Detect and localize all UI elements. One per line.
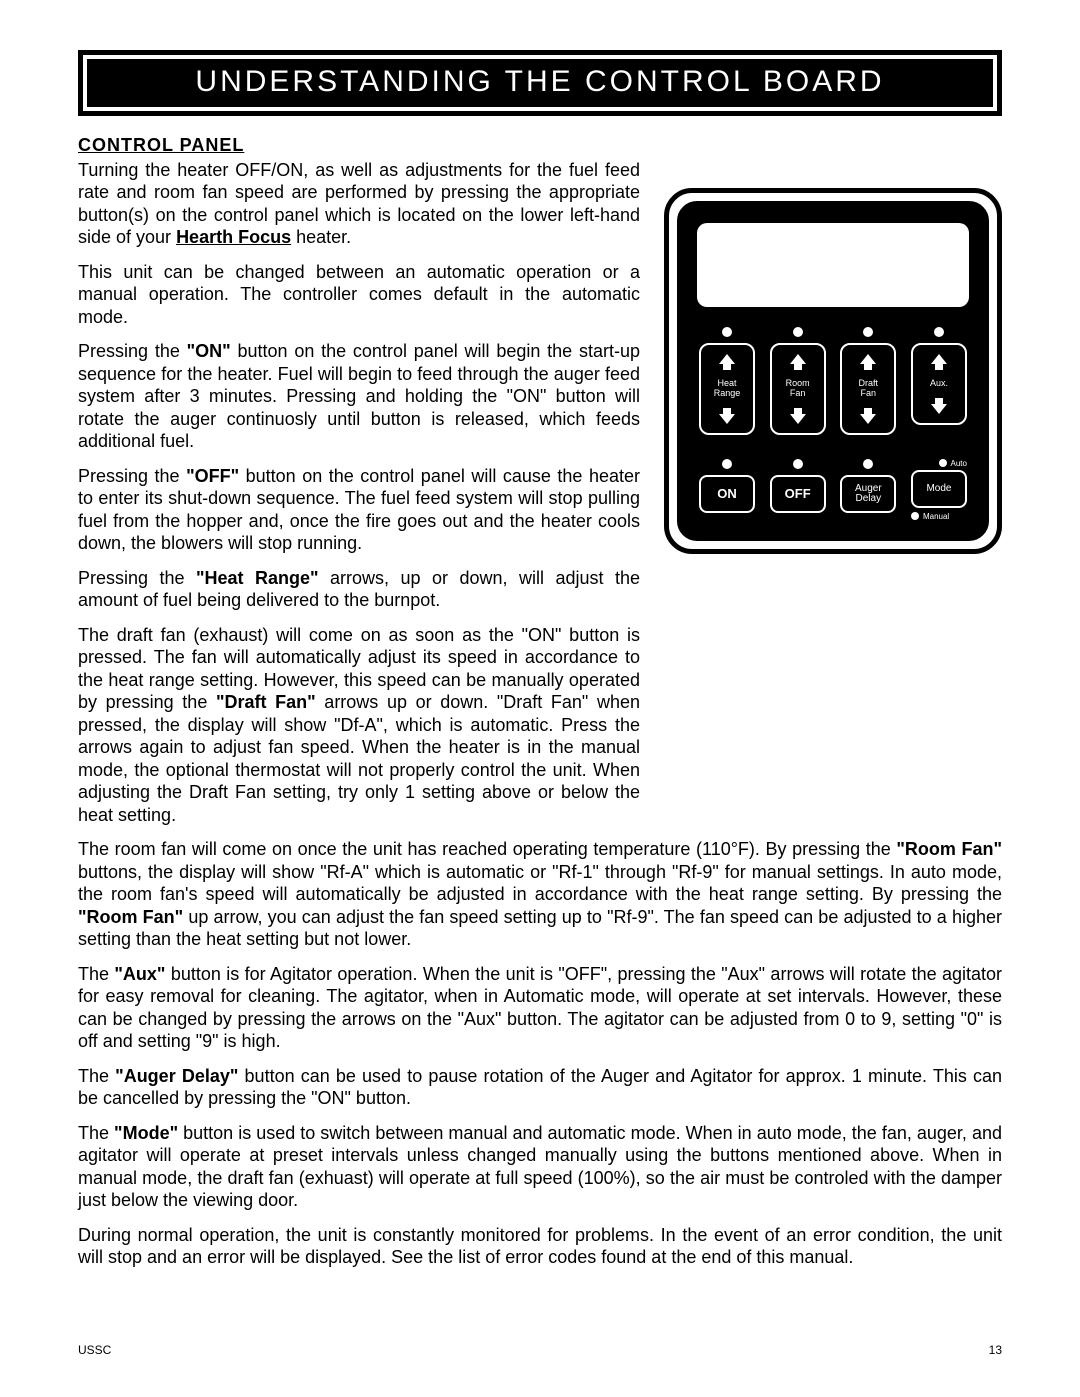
- title-banner: UNDERSTANDING THE CONTROL BOARD: [78, 50, 1002, 116]
- room-fan-control: Room Fan: [768, 327, 828, 435]
- paragraph-7: The room fan will come on once the unit …: [78, 838, 1002, 951]
- led-icon: [934, 327, 944, 337]
- left-column: CONTROL PANEL Turning the heater OFF/ON,…: [78, 134, 640, 838]
- mode-auto-indicator: Auto: [911, 459, 967, 468]
- room-fan-up-button[interactable]: [785, 349, 811, 375]
- on-button[interactable]: ON: [699, 475, 755, 513]
- paragraph-5: Pressing the "Heat Range" arrows, up or …: [78, 567, 640, 612]
- right-column: Heat Range: [664, 134, 1002, 554]
- heat-range-up-button[interactable]: [714, 349, 740, 375]
- led-icon: [911, 512, 919, 520]
- auger-delay-button[interactable]: Auger Delay: [840, 475, 896, 513]
- draft-fan-label: Draft Fan: [859, 375, 879, 403]
- page-footer: USSC 13: [78, 1343, 1002, 1357]
- paragraph-9: The "Auger Delay" button can be used to …: [78, 1065, 1002, 1110]
- arrow-button-row: Heat Range: [693, 327, 973, 435]
- led-icon: [722, 327, 732, 337]
- heat-range-control: Heat Range: [697, 327, 757, 435]
- control-panel-diagram: Heat Range: [664, 188, 1002, 554]
- paragraph-3: Pressing the "ON" button on the control …: [78, 340, 640, 453]
- draft-fan-up-button[interactable]: [855, 349, 881, 375]
- heat-range-down-button[interactable]: [714, 403, 740, 429]
- panel-display: [697, 223, 969, 307]
- paragraph-2: This unit can be changed between an auto…: [78, 261, 640, 329]
- page-title: UNDERSTANDING THE CONTROL BOARD: [87, 59, 993, 107]
- mode-manual-indicator: Manual: [911, 512, 967, 521]
- room-fan-label: Room Fan: [786, 375, 810, 403]
- mode-button[interactable]: Mode: [911, 470, 967, 508]
- draft-fan-control: Draft Fan: [838, 327, 898, 435]
- heat-range-label: Heat Range: [714, 375, 741, 403]
- section-heading: CONTROL PANEL: [78, 134, 640, 157]
- led-icon: [793, 459, 803, 469]
- paragraph-4: Pressing the "OFF" button on the control…: [78, 465, 640, 555]
- paragraph-10: The "Mode" button is used to switch betw…: [78, 1122, 1002, 1212]
- led-icon: [863, 459, 873, 469]
- aux-label: Aux.: [930, 375, 948, 393]
- footer-left: USSC: [78, 1343, 111, 1357]
- paragraph-11: During normal operation, the unit is con…: [78, 1224, 1002, 1269]
- full-width-text: The room fan will come on once the unit …: [78, 838, 1002, 1269]
- button-row: ON OFF Auger Delay: [693, 459, 973, 521]
- paragraph-6: The draft fan (exhaust) will come on as …: [78, 624, 640, 827]
- led-icon: [863, 327, 873, 337]
- led-icon: [939, 459, 947, 467]
- aux-up-button[interactable]: [926, 349, 952, 375]
- aux-down-button[interactable]: [926, 393, 952, 419]
- manual-page: UNDERSTANDING THE CONTROL BOARD CONTROL …: [0, 0, 1080, 1397]
- paragraph-8: The "Aux" button is for Agitator operati…: [78, 963, 1002, 1053]
- off-button[interactable]: OFF: [770, 475, 826, 513]
- led-icon: [722, 459, 732, 469]
- footer-page-number: 13: [989, 1343, 1002, 1357]
- led-icon: [793, 327, 803, 337]
- paragraph-1: Turning the heater OFF/ON, as well as ad…: [78, 159, 640, 249]
- draft-fan-down-button[interactable]: [855, 403, 881, 429]
- room-fan-down-button[interactable]: [785, 403, 811, 429]
- aux-control: Aux.: [909, 327, 969, 435]
